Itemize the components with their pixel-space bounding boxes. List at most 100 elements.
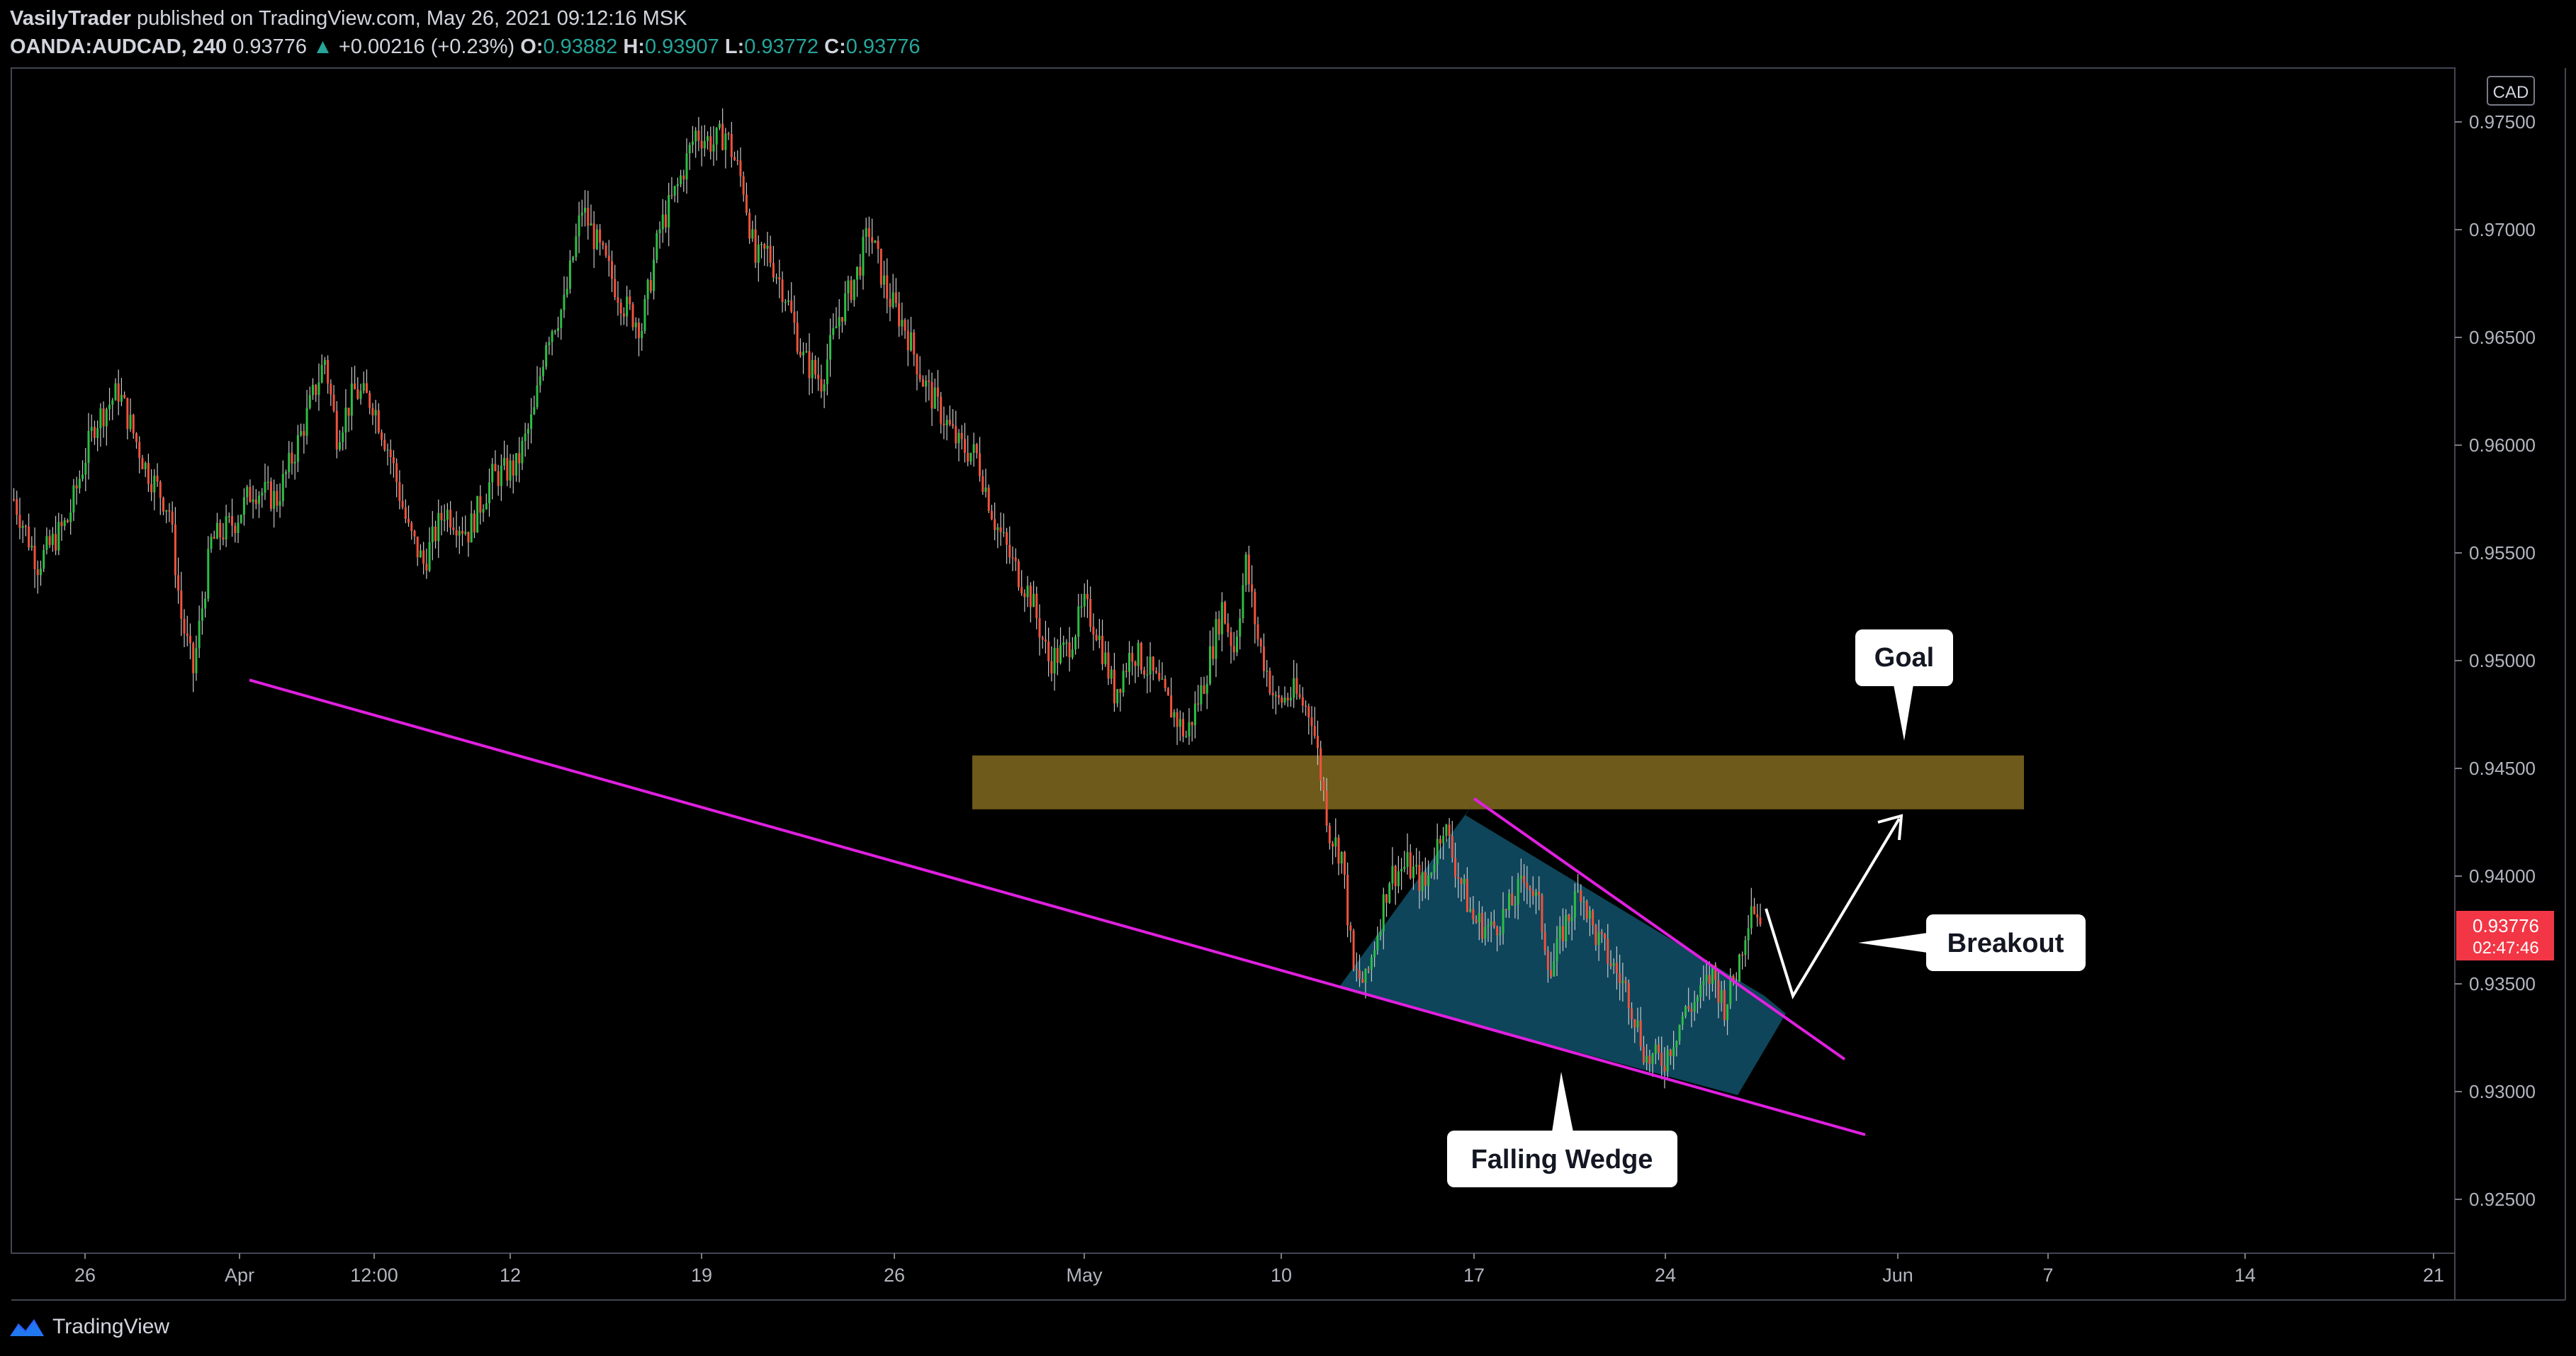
candle <box>1594 924 1597 951</box>
author-name[interactable]: VasilyTrader <box>10 7 131 30</box>
candle <box>661 198 664 243</box>
candle <box>312 378 314 400</box>
candle <box>1373 941 1376 968</box>
candle <box>1658 1036 1660 1060</box>
candle <box>43 544 45 573</box>
time-tick-label: 7 <box>2042 1265 2053 1286</box>
candle <box>1332 841 1334 865</box>
candle <box>215 512 218 539</box>
candle <box>1663 1047 1666 1089</box>
candle <box>281 460 284 507</box>
candle <box>1675 1040 1678 1057</box>
candle <box>948 405 951 427</box>
candle <box>1188 708 1191 745</box>
candle <box>1612 958 1615 975</box>
lower-trendline[interactable] <box>249 678 1866 1136</box>
candle <box>1400 858 1403 890</box>
candle <box>479 485 482 525</box>
wedge-upper-trendline[interactable] <box>1473 797 1846 1061</box>
candle <box>213 530 215 539</box>
price-tick-label: 0.92500 <box>2469 1189 2536 1210</box>
candle <box>619 298 622 326</box>
publish-line: VasilyTrader published on TradingView.co… <box>10 4 921 33</box>
candle <box>497 464 500 496</box>
candle <box>132 413 135 439</box>
candle <box>1316 720 1319 766</box>
candle <box>1648 1049 1651 1072</box>
candle <box>1660 1036 1663 1080</box>
candle <box>1328 822 1331 850</box>
candle <box>1197 685 1200 712</box>
candle <box>1546 946 1549 983</box>
candle <box>120 378 123 406</box>
candle <box>563 276 566 318</box>
candle <box>664 200 667 233</box>
candle <box>1107 641 1110 685</box>
candle <box>1484 912 1487 946</box>
candle <box>96 420 99 452</box>
candle <box>111 398 114 420</box>
candle <box>790 282 793 313</box>
candle <box>1523 864 1526 902</box>
candle <box>1633 1019 1636 1043</box>
candle <box>1056 639 1059 676</box>
candle <box>1271 675 1274 710</box>
time-tick-label: 19 <box>691 1265 712 1286</box>
candle <box>646 278 649 315</box>
projection-arrow <box>1765 814 1903 999</box>
candle <box>940 392 943 434</box>
currency-badge[interactable]: CAD <box>2487 76 2535 106</box>
candle <box>1654 1038 1657 1065</box>
candle <box>305 390 308 445</box>
candle <box>733 151 736 161</box>
candle <box>1693 990 1696 1021</box>
candle <box>269 477 272 512</box>
candle <box>1212 627 1215 666</box>
candle <box>688 142 691 170</box>
candle <box>524 422 527 457</box>
candle <box>631 302 634 331</box>
candle <box>1050 646 1053 682</box>
candle <box>279 483 281 518</box>
goal-callout[interactable]: Goal <box>1855 629 1953 741</box>
candle <box>69 499 72 535</box>
symbol-label[interactable]: OANDA:AUDCAD, 240 <box>10 35 227 58</box>
candle <box>332 385 335 413</box>
candle <box>1568 914 1570 935</box>
candle <box>622 307 625 325</box>
candle <box>1504 908 1507 918</box>
candle <box>1690 1002 1693 1028</box>
candle <box>694 127 697 158</box>
candle <box>55 515 57 556</box>
time-tick-label: 26 <box>74 1265 96 1286</box>
candle <box>1170 677 1173 718</box>
resistance-zone[interactable] <box>972 755 2024 809</box>
price-tick-label: 0.96500 <box>2469 327 2536 348</box>
candle <box>1412 855 1414 890</box>
breakout-box <box>1926 914 2086 971</box>
candle <box>739 147 742 187</box>
falling-wedge-pointer <box>1552 1072 1573 1132</box>
candle <box>1609 950 1612 970</box>
candle <box>1570 905 1573 941</box>
candle <box>1215 611 1217 678</box>
candle <box>607 240 610 277</box>
candle <box>476 495 479 533</box>
candle <box>530 398 533 444</box>
candle <box>709 126 712 160</box>
candle <box>1092 613 1095 651</box>
candle <box>48 529 51 549</box>
candle <box>617 281 619 316</box>
candle <box>847 276 850 311</box>
falling-wedge-callout[interactable]: Falling Wedge <box>1447 1072 1677 1187</box>
candle <box>225 505 227 547</box>
low-label: L: <box>724 35 745 58</box>
candle <box>757 235 760 282</box>
tradingview-logo[interactable]: TradingView <box>9 1311 169 1343</box>
candle <box>189 623 191 660</box>
breakout-callout[interactable]: Breakout <box>1858 914 2086 971</box>
candle <box>1068 627 1071 672</box>
candle <box>999 512 1002 547</box>
candle <box>614 264 617 301</box>
